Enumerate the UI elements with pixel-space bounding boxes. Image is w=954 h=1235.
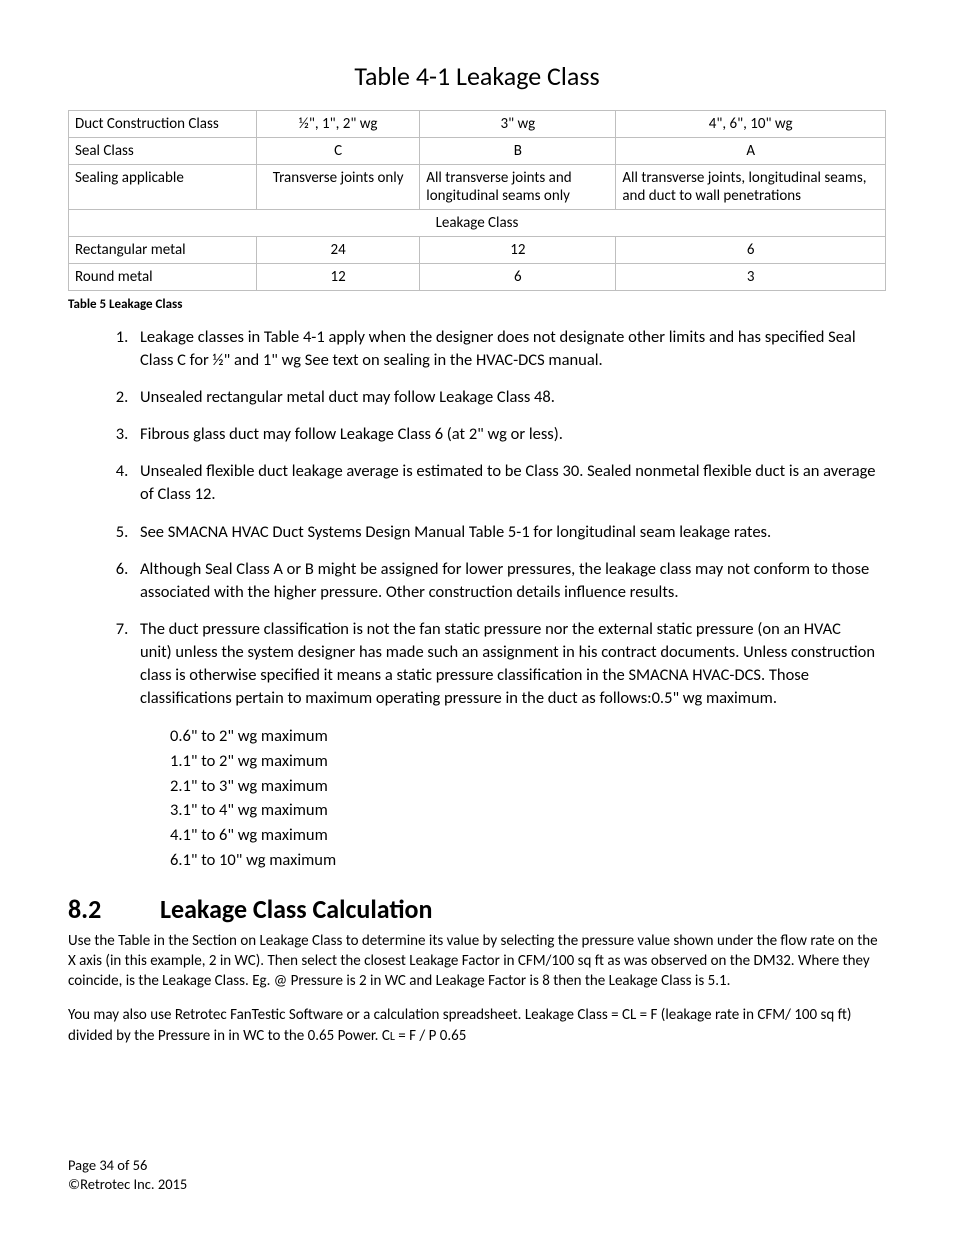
range-item: 0.6" to 2" wg maximum — [170, 724, 886, 749]
list-item: See SMACNA HVAC Duct Systems Design Manu… — [132, 521, 876, 544]
cell: Transverse joints only — [256, 165, 419, 210]
cell-label: Duct Construction Class — [69, 111, 257, 138]
cell: B — [420, 138, 616, 165]
cell: 12 — [420, 237, 616, 264]
cell: C — [256, 138, 419, 165]
copyright: ©Retrotec Inc. 2015 — [68, 1175, 187, 1195]
body-paragraph: Use the Table in the Section on Leakage … — [68, 931, 886, 992]
list-item: Leakage classes in Table 4-1 apply when … — [132, 326, 876, 372]
section-number: 8.2 — [68, 893, 160, 925]
table-row-span: Leakage Class — [69, 210, 886, 237]
list-item: Unsealed flexible duct leakage average i… — [132, 460, 876, 506]
text: = F / P 0.65 — [395, 1027, 466, 1045]
leakage-table: Duct Construction Class ½", 1", 2" wg 3"… — [68, 110, 886, 291]
page-footer: Page 34 of 56 ©Retrotec Inc. 2015 — [68, 1156, 187, 1195]
cell: 4", 6", 10" wg — [616, 111, 886, 138]
table-caption: Table 5 Leakage Class — [68, 297, 886, 312]
cell-label: Sealing applicable — [69, 165, 257, 210]
table-row: Seal Class C B A — [69, 138, 886, 165]
cell: 3 — [616, 264, 886, 291]
list-item: Unsealed rectangular metal duct may foll… — [132, 386, 876, 409]
cell: ½", 1", 2" wg — [256, 111, 419, 138]
cell: 12 — [256, 264, 419, 291]
cell-label: Seal Class — [69, 138, 257, 165]
range-item: 6.1" to 10" wg maximum — [170, 848, 886, 873]
cell: 3" wg — [420, 111, 616, 138]
cell: A — [616, 138, 886, 165]
cell: All transverse joints and longitudinal s… — [420, 165, 616, 210]
range-item: 4.1" to 6" wg maximum — [170, 823, 886, 848]
cell: 6 — [616, 237, 886, 264]
cell: All transverse joints, longitudinal seam… — [616, 165, 886, 210]
cell-label: Rectangular metal — [69, 237, 257, 264]
section-title: Leakage Class Calculation — [160, 893, 432, 925]
range-item: 3.1" to 4" wg maximum — [170, 798, 886, 823]
list-item: Fibrous glass duct may follow Leakage Cl… — [132, 423, 876, 446]
page-number: Page 34 of 56 — [68, 1156, 187, 1176]
pressure-ranges: 0.6" to 2" wg maximum 1.1" to 2" wg maxi… — [170, 724, 886, 873]
cell-label: Round metal — [69, 264, 257, 291]
cell: 24 — [256, 237, 419, 264]
document-page: Table 4-1 Leakage Class Duct Constructio… — [0, 0, 954, 1235]
table-row: Rectangular metal 24 12 6 — [69, 237, 886, 264]
cell-span-header: Leakage Class — [69, 210, 886, 237]
list-item: The duct pressure classification is not … — [132, 618, 876, 710]
table-title: Table 4-1 Leakage Class — [68, 60, 886, 92]
range-item: 2.1" to 3" wg maximum — [170, 774, 886, 799]
list-item: Although Seal Class A or B might be assi… — [132, 558, 876, 604]
notes-list: Leakage classes in Table 4-1 apply when … — [108, 326, 886, 710]
range-item: 1.1" to 2" wg maximum — [170, 749, 886, 774]
table-row: Sealing applicable Transverse joints onl… — [69, 165, 886, 210]
body-paragraph: You may also use Retrotec FanTestic Soft… — [68, 1005, 886, 1046]
table-row: Round metal 12 6 3 — [69, 264, 886, 291]
section-heading: 8.2Leakage Class Calculation — [68, 893, 886, 925]
cell: 6 — [420, 264, 616, 291]
table-row: Duct Construction Class ½", 1", 2" wg 3"… — [69, 111, 886, 138]
